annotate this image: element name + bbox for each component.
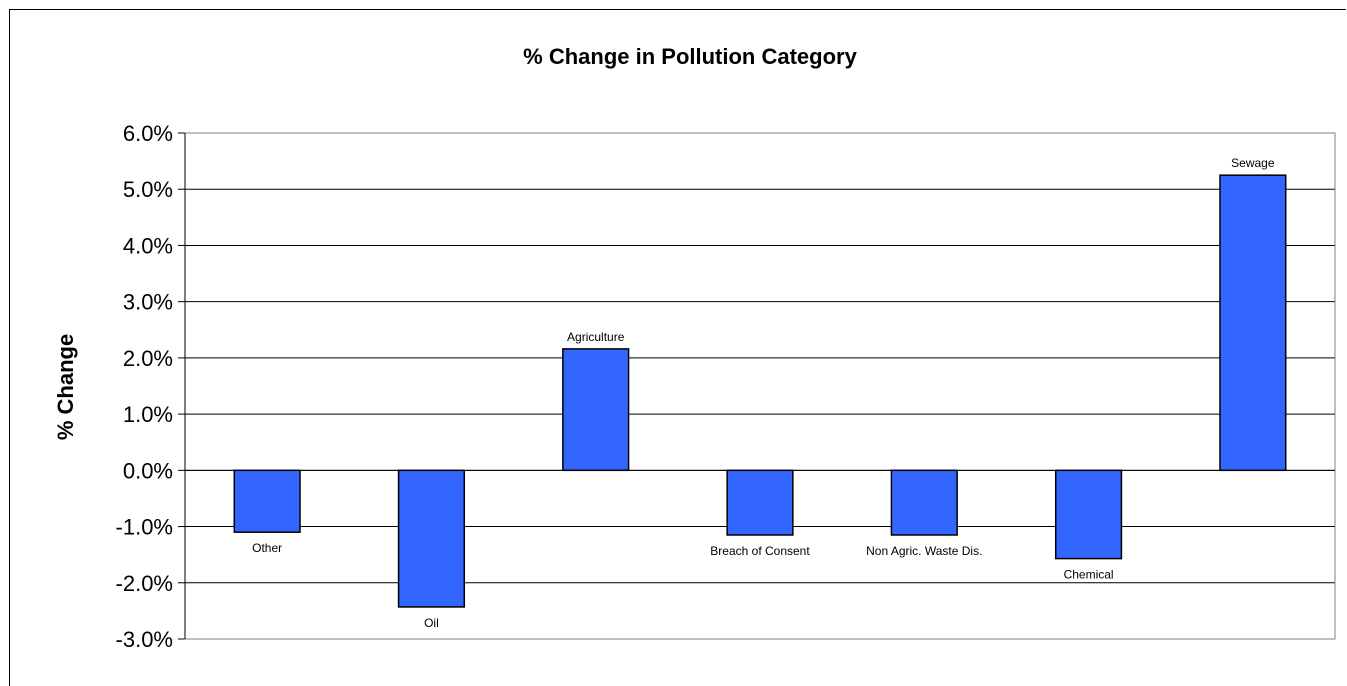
y-tick-label: -2.0% <box>116 571 173 596</box>
bar-chemical <box>1054 469 1123 560</box>
category-label: Sewage <box>1231 156 1275 170</box>
y-tick-label: -3.0% <box>116 627 173 652</box>
y-axis-label: % Change <box>53 334 78 440</box>
category-labels: Other Oil Agriculture Breach of Consent Non … <box>252 156 1275 630</box>
bar-other <box>233 469 301 533</box>
category-label: Oil <box>424 616 439 630</box>
chart-frame <box>9 9 1346 686</box>
bar-sewage <box>1219 174 1287 472</box>
plot-area <box>184 132 1336 640</box>
y-tick-label: 3.0% <box>123 290 173 315</box>
bar-oil <box>397 469 466 608</box>
y-tick-label: -1.0% <box>116 515 173 540</box>
category-label: Agriculture <box>567 330 625 344</box>
bars <box>233 174 1287 608</box>
bar-breach-of-consent <box>726 469 794 536</box>
y-tick-label: 4.0% <box>123 233 173 258</box>
y-tick-label: 1.0% <box>123 402 173 427</box>
category-label: Breach of Consent <box>710 544 810 558</box>
y-tick-label: 2.0% <box>123 346 173 371</box>
bar-non-agric-waste-dis <box>890 469 958 536</box>
y-tick-labels: -3.0% -2.0% -1.0% 0.0% 1.0% 2.0% 3.0% 4.0% 5.0% 6… <box>116 121 173 652</box>
axes <box>178 132 1336 640</box>
bar-agriculture <box>562 348 630 472</box>
y-tick-label: 0.0% <box>123 458 173 483</box>
category-label: Non Agric. Waste Dis. <box>866 544 982 558</box>
chart-title: % Change in Pollution Category <box>523 44 857 69</box>
category-label: Other <box>252 541 282 555</box>
category-label: Chemical <box>1064 568 1114 582</box>
y-tick-label: 6.0% <box>123 121 173 146</box>
y-tick-label: 5.0% <box>123 177 173 202</box>
